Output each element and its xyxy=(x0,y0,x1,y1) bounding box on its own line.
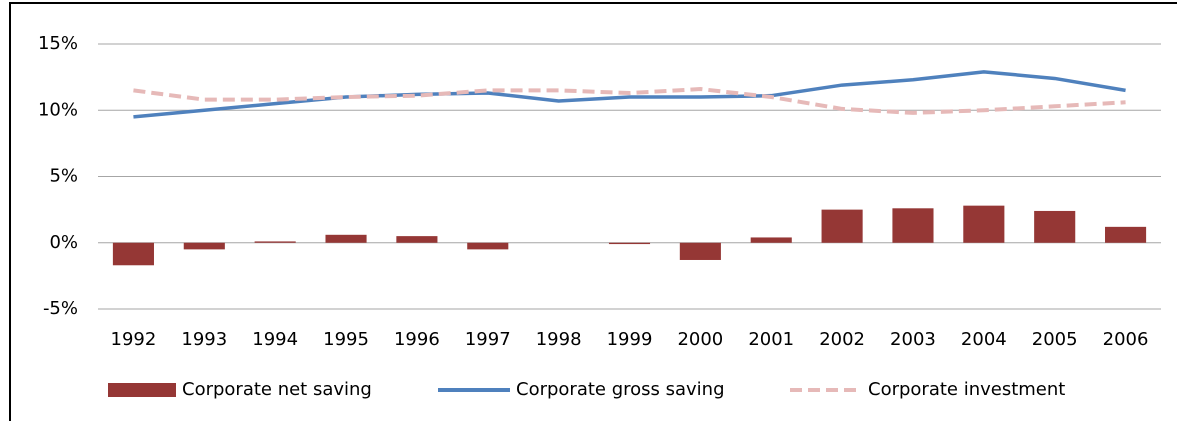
x-tick-label: 2004 xyxy=(961,329,1007,350)
x-tick-label: 2005 xyxy=(1032,329,1078,350)
bar xyxy=(467,242,509,250)
bar xyxy=(963,205,1005,243)
bar xyxy=(325,234,367,243)
x-tick-label: 1995 xyxy=(323,329,369,350)
bar xyxy=(750,237,792,243)
bar xyxy=(183,242,225,250)
x-tick-label: 1997 xyxy=(465,329,511,350)
x-tick-label: 2001 xyxy=(748,329,794,350)
y-tick-label: -5% xyxy=(43,298,78,319)
x-tick-label: 2002 xyxy=(819,329,865,350)
bar xyxy=(608,242,651,245)
legend-label: Corporate net saving xyxy=(182,379,372,400)
line xyxy=(133,87,1126,115)
x-tick-label: 1999 xyxy=(607,329,653,350)
legend-label: Corporate investment xyxy=(868,379,1065,400)
x-tick-label: 2006 xyxy=(1103,329,1149,350)
bar xyxy=(254,241,296,243)
x-tick-label: 2003 xyxy=(890,329,936,350)
x-tick-label: 1992 xyxy=(111,329,157,350)
legend-label: Corporate gross saving xyxy=(516,379,725,400)
frame xyxy=(9,2,1177,421)
bar xyxy=(892,208,934,243)
bar xyxy=(679,242,721,260)
y-tick-label: 15% xyxy=(38,33,78,54)
y-tick-label: 0% xyxy=(49,232,78,253)
x-tick-label: 1993 xyxy=(181,329,227,350)
line xyxy=(133,70,1126,119)
bar xyxy=(112,242,154,266)
x-tick-label: 1994 xyxy=(252,329,298,350)
bar xyxy=(1034,210,1076,243)
y-tick-label: 10% xyxy=(38,99,78,120)
y-tick-label: 5% xyxy=(49,166,78,187)
x-tick-label: 1998 xyxy=(536,329,582,350)
x-tick-label: 2000 xyxy=(677,329,723,350)
bar xyxy=(396,236,438,243)
bar xyxy=(1105,226,1147,243)
bar xyxy=(821,209,863,243)
legend-swatch xyxy=(108,383,176,397)
x-tick-label: 1996 xyxy=(394,329,440,350)
